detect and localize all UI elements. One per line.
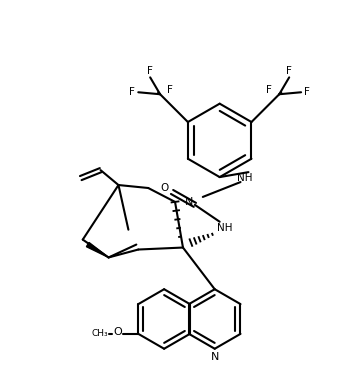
Text: NH: NH [217,223,232,233]
Text: N: N [211,352,219,362]
Text: F: F [304,87,310,97]
Text: CH₃: CH₃ [91,329,108,338]
Text: F: F [167,85,173,95]
Text: NH: NH [237,173,252,183]
Text: F: F [286,67,292,76]
Polygon shape [86,242,108,257]
Text: O: O [160,183,168,193]
Text: O: O [113,327,122,337]
Text: F: F [266,85,272,95]
Text: F: F [147,67,153,76]
Text: F: F [129,87,135,97]
Text: N: N [185,197,193,207]
